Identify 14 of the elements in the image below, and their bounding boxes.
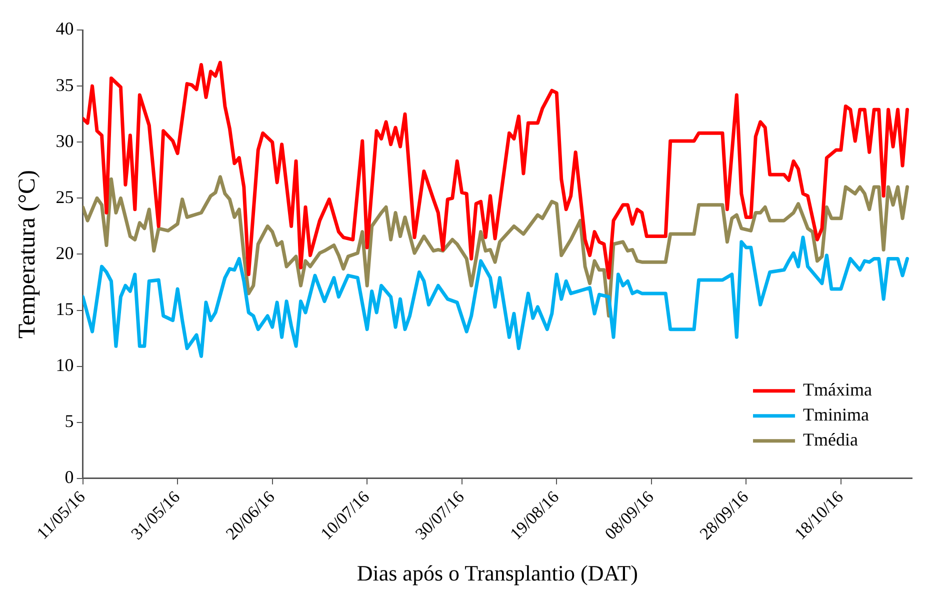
x-axis-title: Dias após o Transplantio (DAT) <box>356 560 638 586</box>
y-tick-label: 5 <box>64 411 74 432</box>
y-tick-label: 15 <box>56 299 74 320</box>
y-tick-label: 30 <box>56 130 74 151</box>
y-axis-title: Temperatura (°C) <box>14 170 41 338</box>
y-tick-label: 10 <box>56 355 74 376</box>
legend-label: Tmáxima <box>803 380 872 400</box>
y-tick-label: 0 <box>64 467 74 488</box>
y-tick-label: 20 <box>56 242 74 263</box>
legend-label: Tmédia <box>803 430 858 450</box>
y-tick-label: 25 <box>56 186 74 207</box>
y-tick-label: 40 <box>56 18 74 39</box>
legend-label: Tminima <box>803 404 870 425</box>
y-tick-label: 35 <box>56 74 74 95</box>
